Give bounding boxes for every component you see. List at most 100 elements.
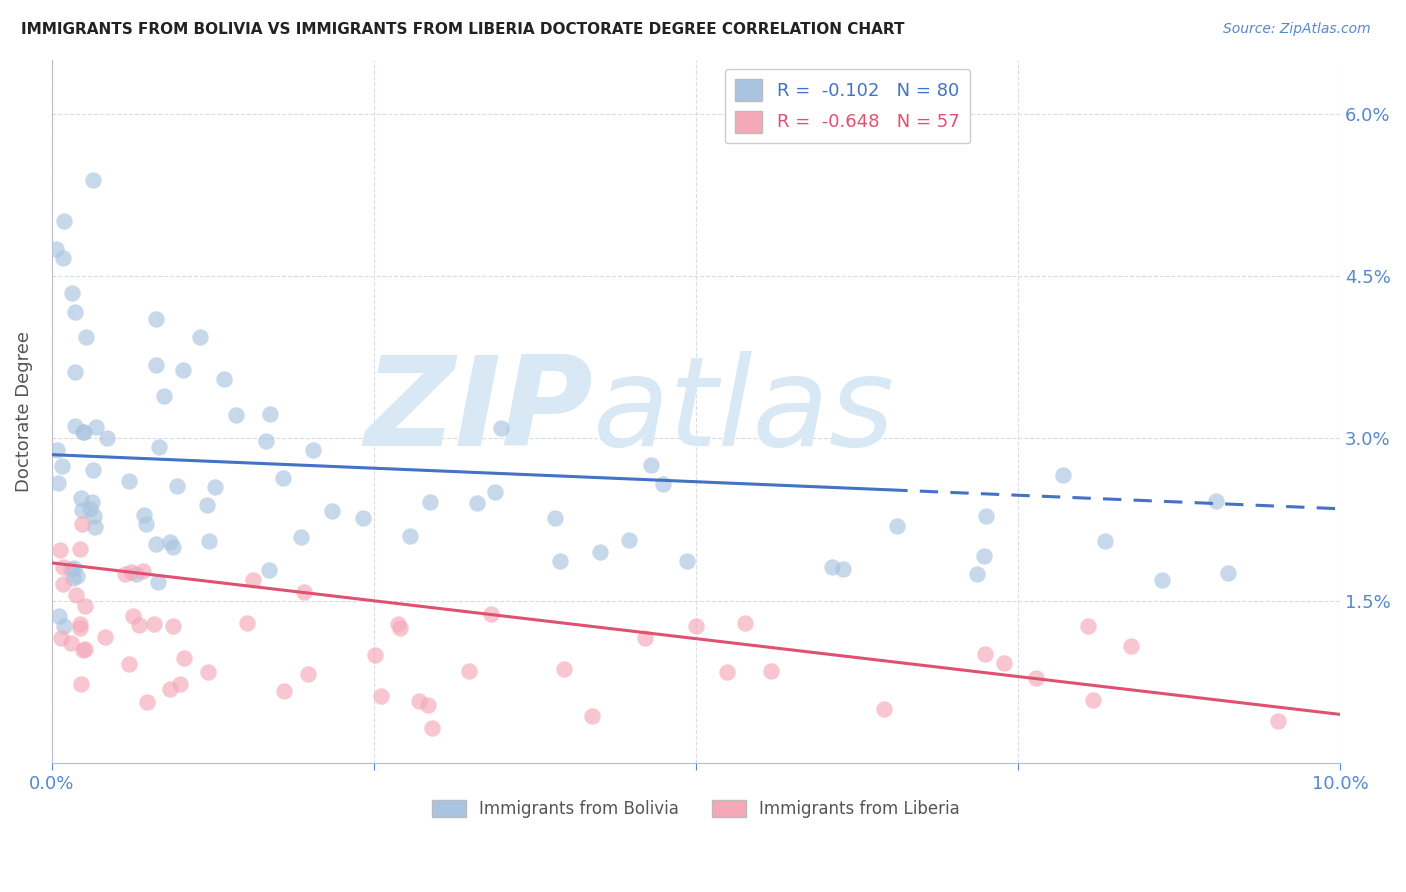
Point <box>352 511 374 525</box>
Point <box>214 372 236 386</box>
Point <box>132 508 155 523</box>
Point <box>122 608 145 623</box>
Point <box>65 588 87 602</box>
Point <box>204 480 226 494</box>
Point <box>685 619 707 633</box>
Point <box>51 459 73 474</box>
Point <box>617 533 640 547</box>
Point <box>387 616 409 631</box>
Point <box>173 651 195 665</box>
Point <box>45 442 67 457</box>
Point <box>271 471 294 485</box>
Point <box>70 676 93 690</box>
Point <box>873 702 896 716</box>
Point <box>96 431 118 445</box>
Text: Source: ZipAtlas.com: Source: ZipAtlas.com <box>1223 22 1371 37</box>
Point <box>297 666 319 681</box>
Point <box>259 408 281 422</box>
Point <box>479 607 502 622</box>
Point <box>143 617 166 632</box>
Point <box>1205 494 1227 508</box>
Point <box>135 517 157 532</box>
Point <box>69 542 91 557</box>
Point <box>75 599 97 613</box>
Point <box>195 498 218 512</box>
Point <box>70 516 93 531</box>
Point <box>146 575 169 590</box>
Point <box>162 540 184 554</box>
Point <box>94 631 117 645</box>
Point <box>1025 671 1047 685</box>
Point <box>72 502 94 516</box>
Point <box>548 554 571 568</box>
Point <box>114 567 136 582</box>
Point <box>292 584 315 599</box>
Point <box>553 662 575 676</box>
Point <box>675 554 697 568</box>
Point <box>52 559 75 574</box>
Point <box>886 519 908 533</box>
Point <box>148 440 170 454</box>
Point <box>73 641 96 656</box>
Point <box>974 509 997 524</box>
Point <box>62 571 84 585</box>
Point <box>370 689 392 703</box>
Point <box>145 358 167 372</box>
Point <box>1052 467 1074 482</box>
Point <box>640 458 662 473</box>
Point <box>75 330 97 344</box>
Point <box>236 615 259 630</box>
Point <box>145 537 167 551</box>
Point <box>652 477 675 491</box>
Point <box>716 665 738 679</box>
Point <box>60 286 83 301</box>
Point <box>589 545 612 559</box>
Point <box>973 549 995 563</box>
Point <box>73 425 96 440</box>
Point <box>59 636 82 650</box>
Point <box>225 408 247 422</box>
Point <box>484 484 506 499</box>
Point <box>60 561 83 575</box>
Point <box>1267 714 1289 729</box>
Point <box>83 509 105 524</box>
Point <box>408 694 430 708</box>
Point <box>1077 619 1099 633</box>
Text: IMMIGRANTS FROM BOLIVIA VS IMMIGRANTS FROM LIBERIA DOCTORATE DEGREE CORRELATION : IMMIGRANTS FROM BOLIVIA VS IMMIGRANTS FR… <box>21 22 904 37</box>
Text: atlas: atlas <box>593 351 896 472</box>
Point <box>321 504 343 518</box>
Point <box>63 561 86 575</box>
Point <box>79 502 101 516</box>
Point <box>128 618 150 632</box>
Point <box>53 214 76 228</box>
Point <box>63 305 86 319</box>
Point <box>84 520 107 534</box>
Point <box>166 479 188 493</box>
Point <box>831 562 853 576</box>
Point <box>66 569 89 583</box>
Point <box>63 418 86 433</box>
Point <box>118 657 141 671</box>
Point <box>388 621 411 635</box>
Point <box>152 389 174 403</box>
Point <box>169 677 191 691</box>
Text: ZIP: ZIP <box>364 351 593 472</box>
Point <box>489 421 512 435</box>
Point <box>135 695 157 709</box>
Point <box>1119 639 1142 653</box>
Point <box>82 463 104 477</box>
Point <box>734 615 756 630</box>
Point <box>159 682 181 697</box>
Point <box>290 531 312 545</box>
Point <box>72 643 94 657</box>
Point <box>46 475 69 490</box>
Point <box>257 562 280 576</box>
Point <box>162 618 184 632</box>
Point <box>301 443 323 458</box>
Point <box>544 511 567 525</box>
Point <box>197 665 219 679</box>
Point <box>72 425 94 439</box>
Point <box>80 495 103 509</box>
Point <box>1216 566 1239 580</box>
Point <box>159 535 181 549</box>
